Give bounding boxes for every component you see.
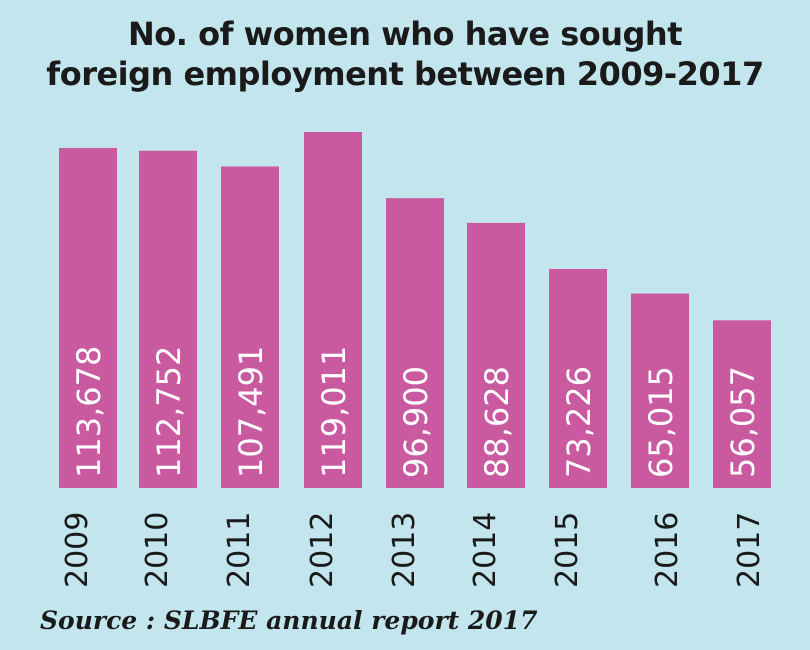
x-tick-label-2014: 2014 [468,512,503,588]
bar-2017 [713,320,771,488]
value-label-2015: 73,226 [560,366,598,478]
bar-2011 [221,166,279,488]
value-label-2016: 65,015 [642,366,680,478]
value-label-2010: 112,752 [150,346,188,478]
x-tick-label-2011: 2011 [222,512,257,588]
bar-2015 [549,268,607,488]
bar-2010 [139,150,197,489]
bar-2014 [467,222,525,488]
x-tick-label-2009: 2009 [60,512,95,588]
value-label-2014: 88,628 [478,366,516,478]
value-label-2009: 113,678 [70,346,108,478]
chart-title: No. of women who have sought foreign emp… [0,14,810,94]
value-label-2011: 107,491 [232,346,270,478]
bar-2012 [304,132,362,488]
value-label-2017: 56,057 [724,366,762,478]
bar-2009 [59,147,117,489]
x-tick-label-2013: 2013 [387,512,422,588]
x-tick-label-2017: 2017 [732,512,767,588]
chart-source: Source : SLBFE annual report 2017 [40,606,538,635]
chart-title-line-1: No. of women who have sought [128,15,682,53]
x-tick-label-2010: 2010 [140,512,175,588]
bar-2013 [386,198,444,488]
x-tick-label-2015: 2015 [550,512,585,588]
value-label-2013: 96,900 [397,366,435,478]
x-tick-label-2016: 2016 [650,512,685,588]
bar-2016 [631,293,689,488]
value-label-2012: 119,011 [315,346,353,478]
x-tick-label-2012: 2012 [305,512,340,588]
chart-title-line-2: foreign employment between 2009-2017 [46,55,764,93]
